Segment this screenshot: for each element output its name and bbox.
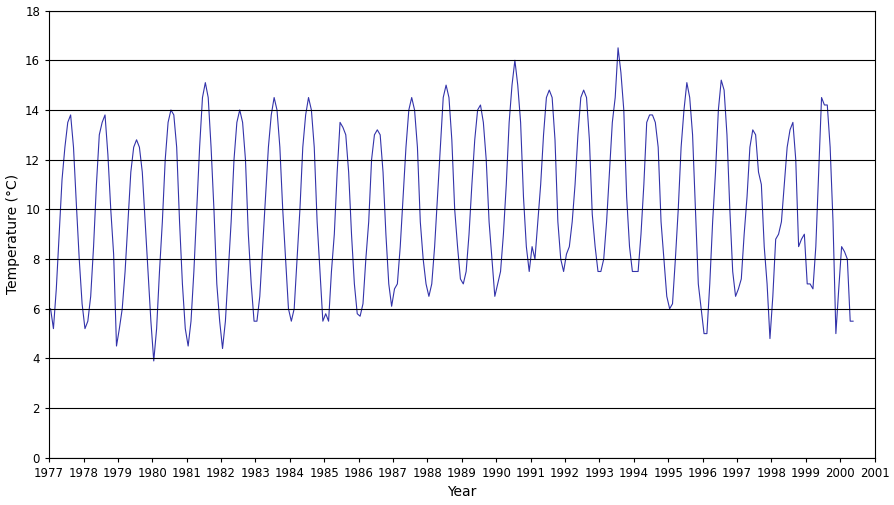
Y-axis label: Temperature (°C): Temperature (°C) bbox=[5, 174, 20, 294]
X-axis label: Year: Year bbox=[447, 485, 476, 499]
